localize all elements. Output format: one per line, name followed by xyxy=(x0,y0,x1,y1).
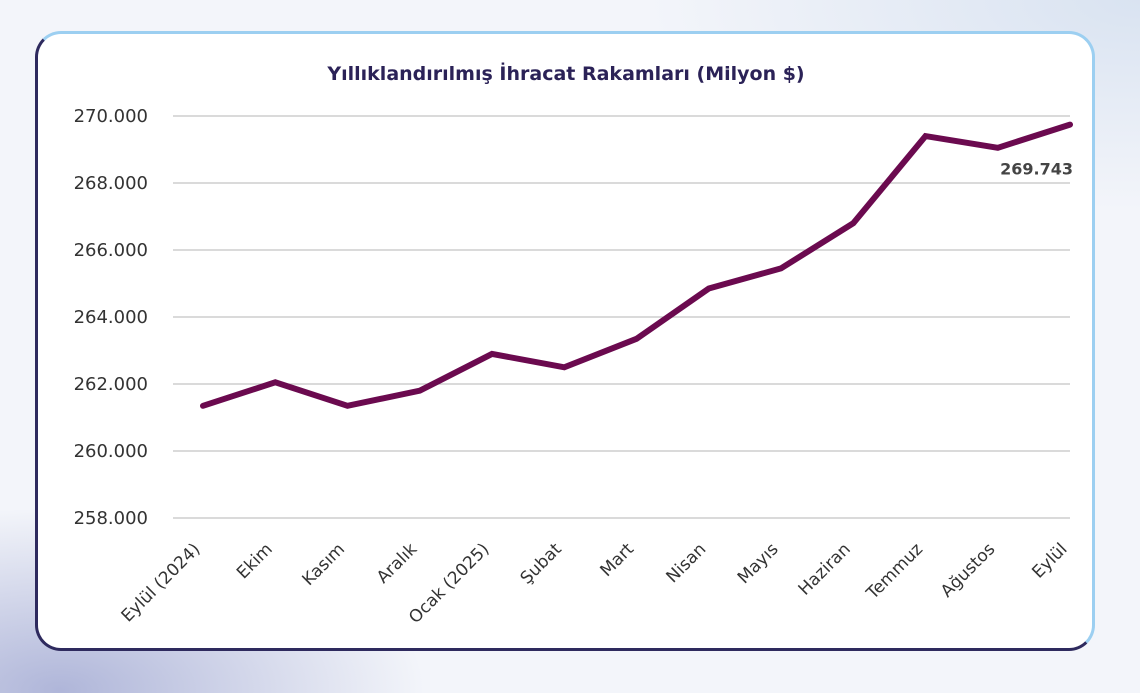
x-tick-label: Ekim xyxy=(233,539,277,583)
y-tick-label: 258.000 xyxy=(74,508,148,529)
y-tick-label: 266.000 xyxy=(74,240,148,261)
data-label: 269.743 xyxy=(1000,160,1073,179)
x-tick-label: Eylül (2024) xyxy=(118,539,205,626)
data-labels: 269.743 xyxy=(1000,160,1073,179)
x-tick-label: Kasım xyxy=(299,539,350,590)
x-tick-label: Haziran xyxy=(795,539,855,599)
series-line xyxy=(200,121,1073,409)
x-tick-label: Aralık xyxy=(373,539,421,587)
chart-title: Yıllıklandırılmış İhracat Rakamları (Mil… xyxy=(326,61,804,85)
y-tick-label: 260.000 xyxy=(74,441,148,462)
y-tick-label: 264.000 xyxy=(74,307,148,328)
x-tick-label: Şubat xyxy=(517,539,566,588)
y-tick-label: 270.000 xyxy=(74,106,148,127)
gridlines xyxy=(173,115,1070,519)
x-tick-label: Temmuz xyxy=(862,539,927,604)
x-tick-label: Mart xyxy=(596,539,638,581)
x-tick-label: Nisan xyxy=(663,539,711,587)
y-tick-label: 268.000 xyxy=(74,173,148,194)
y-tick-label: 262.000 xyxy=(74,374,148,395)
x-tick-label: Eylül xyxy=(1028,539,1071,582)
x-tick-label: Ağustos xyxy=(937,539,999,601)
y-axis: 258.000 260.000 262.000 264.000 266.000 268.0… xyxy=(74,106,148,529)
chart-card xyxy=(35,31,1095,651)
series-layer xyxy=(200,121,1073,409)
x-tick-label: Mayıs xyxy=(734,539,783,588)
